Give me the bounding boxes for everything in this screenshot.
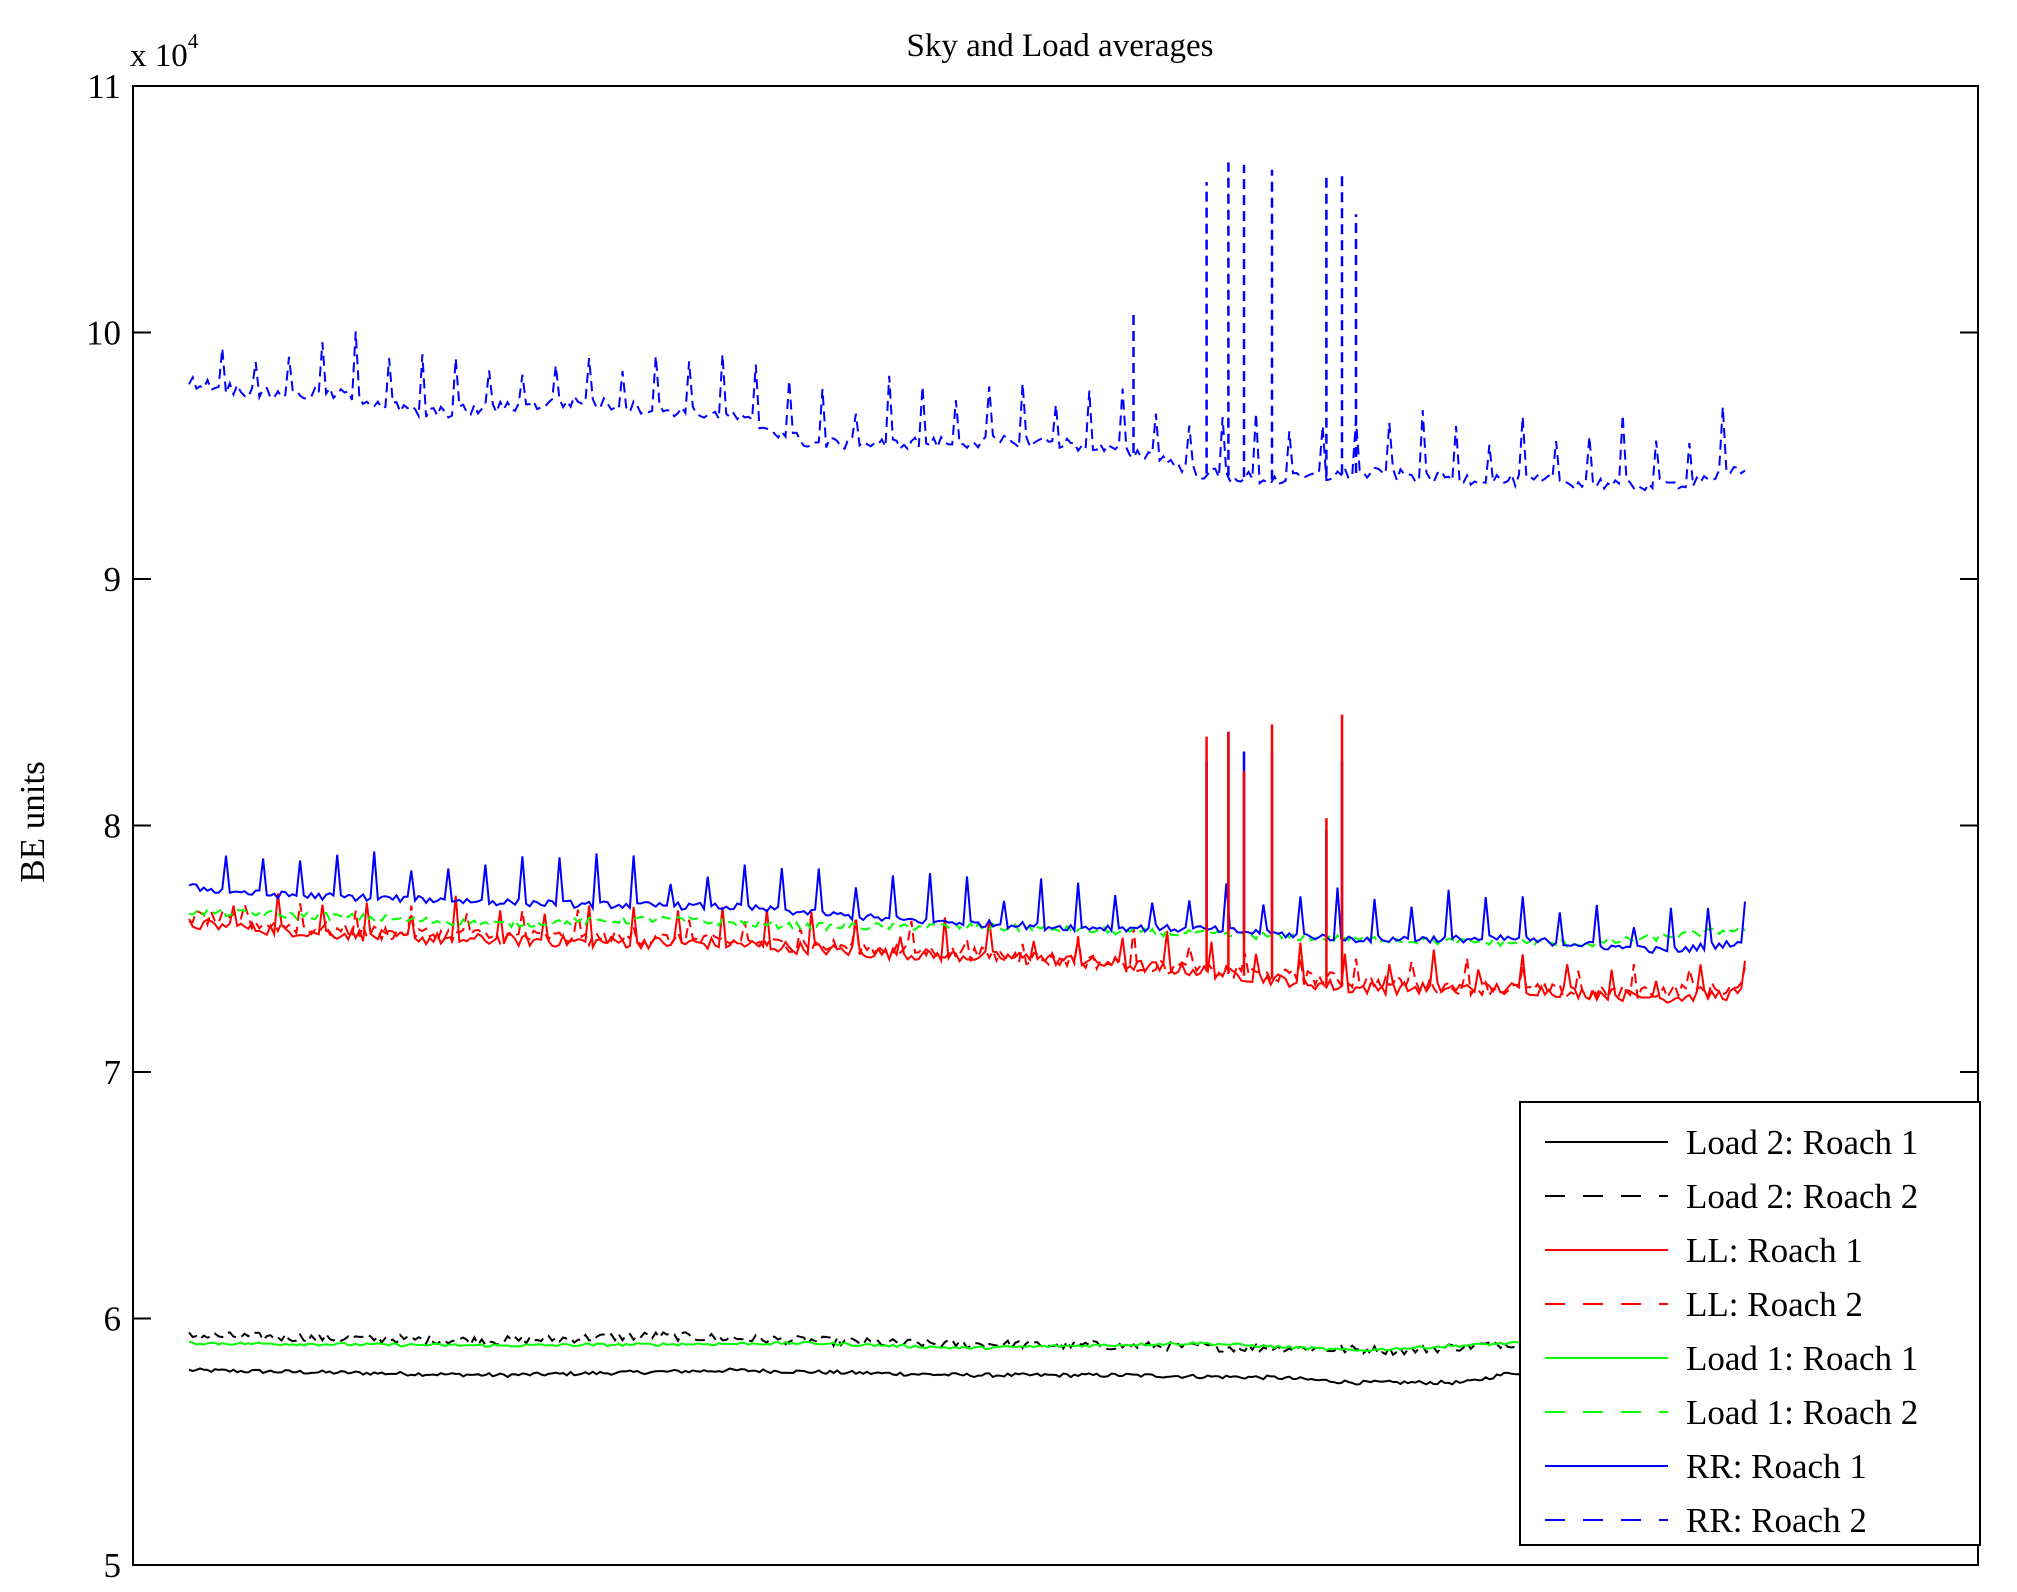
series-line-load-2-roach-1: [188, 1367, 1746, 1386]
legend-label: RR: Roach 1: [1686, 1447, 1867, 1486]
chart-title: Sky and Load averages: [907, 28, 1214, 64]
y-exponent-power: 4: [188, 29, 199, 53]
legend-label: Load 2: Roach 2: [1686, 1177, 1918, 1216]
y-tick-label: 11: [87, 67, 121, 106]
legend-entries: Load 2: Roach 1 Load 2: Roach 2 LL: Roach …: [1545, 1123, 1918, 1540]
legend-label: LL: Roach 2: [1686, 1285, 1863, 1324]
legend-label: Load 1: Roach 2: [1686, 1393, 1918, 1432]
plot-area: 5 6 7 8 9 10 11: [86, 67, 1979, 1585]
y-exponent-label: x 104: [130, 29, 199, 74]
series-line-ll-roach-2: [188, 900, 1746, 1001]
y-tick-label: 7: [104, 1053, 122, 1092]
legend: Load 2: Roach 1 Load 2: Roach 2 LL: Roach …: [1519, 1101, 1981, 1546]
series-line-rr-roach-2: [188, 331, 1746, 492]
y-tick-label: 8: [104, 807, 122, 846]
legend-label: LL: Roach 1: [1686, 1231, 1863, 1270]
y-tick-label: 9: [104, 560, 122, 599]
series-line-load-1-roach-2: [188, 907, 1746, 949]
y-axis-label: BE units: [13, 761, 52, 883]
legend-label: Load 1: Roach 1: [1686, 1339, 1918, 1378]
series-line-load-1-roach-1: [188, 1340, 1746, 1353]
y-exponent-base: x 10: [130, 38, 188, 74]
y-tick-label: 6: [104, 1300, 122, 1339]
legend-box: [1519, 1101, 1981, 1546]
legend-label: RR: Roach 2: [1686, 1501, 1867, 1540]
series-layer: [188, 162, 1746, 1386]
series-line-rr-roach-1: [188, 851, 1746, 954]
y-tick-label: 5: [104, 1546, 122, 1585]
y-tick-label: 10: [86, 314, 121, 353]
legend-label: Load 2: Roach 1: [1686, 1123, 1918, 1162]
